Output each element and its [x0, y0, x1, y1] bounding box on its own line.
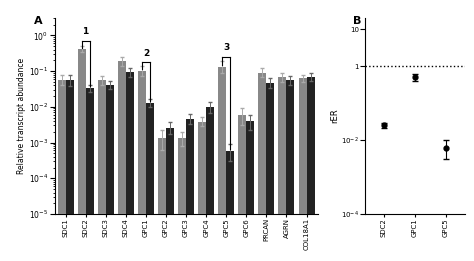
Bar	[299, 78, 307, 261]
Bar	[98, 80, 106, 261]
Bar	[57, 80, 65, 261]
Bar	[118, 61, 126, 261]
Bar	[286, 80, 294, 261]
Bar	[138, 71, 146, 261]
Bar	[178, 139, 186, 261]
Text: 1: 1	[82, 27, 89, 36]
Bar	[186, 119, 194, 261]
Bar	[218, 67, 226, 261]
Y-axis label: Relative transcript abundance: Relative transcript abundance	[17, 58, 26, 174]
Bar	[106, 85, 114, 261]
Y-axis label: rER: rER	[330, 109, 339, 123]
Bar	[166, 128, 174, 261]
Bar	[307, 77, 315, 261]
Text: 3: 3	[223, 43, 229, 52]
Bar	[78, 49, 86, 261]
Bar	[266, 83, 274, 261]
Bar	[126, 72, 134, 261]
Bar	[158, 139, 166, 261]
Text: A: A	[34, 16, 42, 26]
Bar	[238, 115, 246, 261]
Bar	[146, 103, 154, 261]
Bar	[198, 122, 206, 261]
Bar	[206, 107, 214, 261]
Bar	[258, 73, 266, 261]
Bar	[278, 77, 286, 261]
Bar	[65, 80, 73, 261]
Bar	[86, 88, 94, 261]
Text: 2: 2	[143, 49, 149, 58]
Bar	[226, 151, 234, 261]
Bar	[246, 121, 255, 261]
Text: B: B	[353, 16, 361, 26]
